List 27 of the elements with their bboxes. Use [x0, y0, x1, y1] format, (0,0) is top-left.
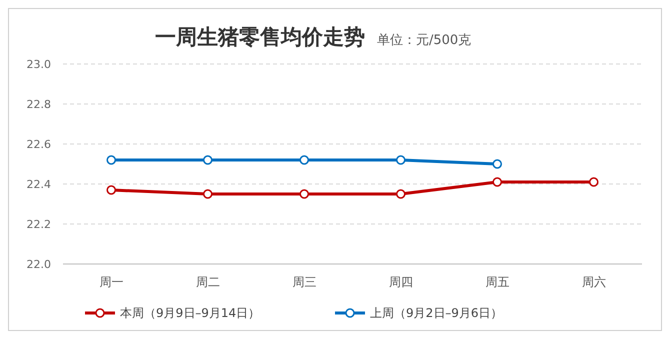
point [396, 189, 406, 199]
x-tick-label: 周四 [388, 275, 413, 289]
point [203, 155, 212, 165]
point [106, 185, 116, 195]
point [492, 159, 502, 169]
chart-subtitle: 单位：元/500克 [377, 33, 472, 48]
point [300, 189, 309, 199]
y-tick-label: 22.4 [26, 178, 51, 191]
y-tick-label: 22.0 [26, 258, 51, 271]
x-tick-label: 周五 [485, 275, 510, 289]
y-tick-label: 23.0 [26, 58, 51, 71]
x-tick-label: 周一 [99, 275, 124, 289]
point [396, 155, 406, 165]
legend-label: 本周（9月9日–9月14日） [120, 306, 260, 320]
point [203, 189, 212, 199]
point [589, 177, 598, 187]
y-tick-label: 22.2 [26, 218, 51, 231]
legend-label: 上周（9月2日–9月6日） [370, 306, 503, 320]
y-tick-label: 22.6 [26, 138, 51, 151]
x-tick-label: 周六 [582, 275, 606, 289]
x-tick-label: 周三 [292, 275, 316, 289]
y-tick-label: 22.8 [26, 98, 51, 111]
point [106, 155, 116, 165]
chart-title: 一周生猪零售均价走势 [155, 25, 365, 49]
point [492, 177, 502, 187]
point [300, 155, 309, 165]
x-tick-label: 周二 [196, 275, 220, 289]
